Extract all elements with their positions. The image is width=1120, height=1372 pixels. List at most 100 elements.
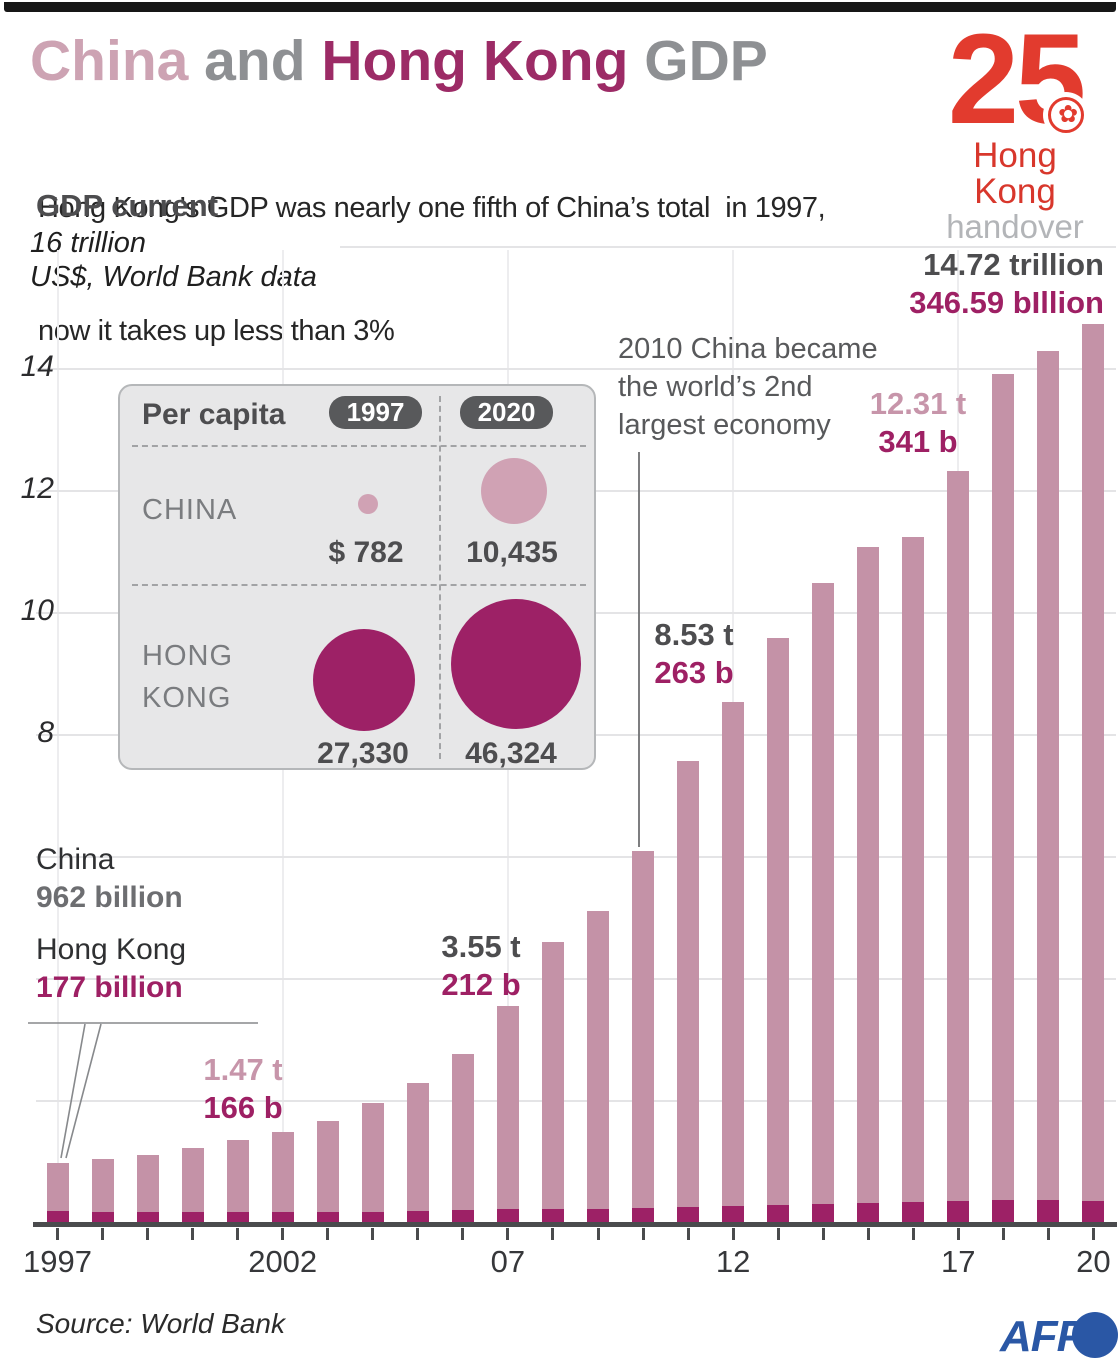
title-and: and [188, 29, 322, 93]
x-axis-tick-2006 [461, 1228, 465, 1240]
subtitle-line2: now it takes up less than 3% [38, 315, 395, 347]
divider-header [132, 445, 586, 447]
x-axis-tick-2019 [1046, 1228, 1050, 1240]
bar-hongkong-2000 [181, 1211, 204, 1222]
bar-china-2008 [541, 941, 564, 1222]
x-axis-tick-2014 [821, 1228, 825, 1240]
afp-logo: AFP [1000, 1312, 1086, 1361]
x-axis-label-2017: 17 [941, 1244, 976, 1279]
annotation-line3: largest economy [618, 409, 831, 441]
x-axis-line [33, 1222, 1117, 1227]
bar-china-2011 [677, 761, 700, 1222]
horizontal-gridline-6 [36, 856, 1116, 858]
bar-hongkong-2005 [406, 1211, 429, 1222]
callout-hk-label: Hong Kong [36, 933, 187, 966]
x-axis-label-2007: 07 [490, 1244, 526, 1279]
subtitle: Hong Kong’s GDP was nearly one fifth of … [38, 106, 826, 434]
value-china-1997: $ 782 [328, 536, 404, 569]
x-axis-tick-2012 [731, 1228, 735, 1240]
x-axis-label-2002: 2002 [248, 1244, 318, 1279]
callout-china-value: 962 billion [36, 881, 183, 914]
bar-hongkong-1998 [91, 1211, 114, 1222]
bar-hongkong-2010 [632, 1208, 654, 1222]
bar-hongkong-2009 [587, 1208, 609, 1222]
value-label-2020-hk: 346.59 bIllion [909, 285, 1104, 320]
value-hk-1997: 27,330 [317, 737, 409, 770]
value-label-2012: 8.53 t 263 b [654, 616, 733, 692]
bar-hongkong-2019 [1037, 1199, 1060, 1222]
bar-hongkong-2004 [361, 1211, 384, 1222]
source-credit: Source: World Bank [36, 1308, 285, 1339]
bar-hongkong-2013 [767, 1205, 790, 1222]
value-label-2002-hk: 166 b [203, 1090, 283, 1125]
subtitle-line1: Hong Kong’s GDP was nearly one fifth of … [38, 192, 826, 224]
x-axis-tick-2020 [1091, 1228, 1095, 1240]
horizontal-gridline-4 [36, 978, 1116, 980]
x-axis-tick-1997 [56, 1228, 59, 1240]
bar-hongkong-1997 [46, 1211, 69, 1222]
bar-hongkong-2001 [226, 1211, 249, 1222]
title-gdp: GDP [628, 29, 768, 93]
x-axis-tick-1999 [146, 1228, 150, 1240]
y-axis-unit-line1: 16 trillion [30, 227, 147, 259]
value-label-2017-china: 12.31 t [869, 386, 967, 421]
per-capita-year-badge-1997: 1997 [329, 396, 422, 429]
value-label-2012-hk: 263 b [654, 655, 734, 690]
bar-china-2000 [181, 1148, 204, 1222]
value-label-2007-china: 3.55 t [441, 929, 521, 964]
y-axis-label-8: 8 [37, 716, 54, 749]
value-label-2002-china: 1.47 t [203, 1052, 283, 1087]
value-label-2017: 12.31 t 341 b [870, 385, 967, 461]
y-axis-unit-line2: US$, World Bank data [30, 261, 317, 293]
bar-china-2013 [767, 638, 790, 1222]
y-axis-label-10: 10 [20, 594, 54, 627]
horizontal-gridline-2 [36, 1100, 1116, 1102]
x-axis-tick-2002 [281, 1228, 285, 1240]
x-axis-tick-2011 [686, 1228, 690, 1240]
x-axis-tick-2001 [236, 1228, 240, 1240]
bar-china-2003 [316, 1120, 339, 1222]
bar-china-2020 [1082, 323, 1105, 1222]
bubble-hk-1997 [313, 629, 415, 731]
bar-hongkong-2016 [902, 1202, 925, 1222]
x-axis-tick-2004 [371, 1228, 375, 1240]
bar-hongkong-2014 [812, 1204, 835, 1222]
bar-china-1998 [91, 1159, 114, 1222]
per-capita-year-badge-2020: 2020 [460, 396, 553, 429]
logo-number-25: 25 ✿ [930, 16, 1100, 144]
y-axis-label-12: 12 [20, 472, 54, 505]
bar-hongkong-2003 [316, 1212, 339, 1222]
bar-china-2004 [361, 1102, 384, 1222]
x-axis-tick-2018 [1001, 1228, 1005, 1240]
row-label-kong: KONG [142, 682, 232, 714]
bubble-hk-2020 [451, 599, 581, 729]
annotation-line1: 2010 China became [618, 333, 878, 365]
per-capita-panel: Per capita 1997 2020 CHINA HONG KONG $ 7… [118, 384, 596, 770]
bar-china-2015 [857, 547, 880, 1222]
bubble-china-1997 [358, 494, 378, 514]
bar-hongkong-2007 [496, 1209, 519, 1222]
row-label-hong: HONG [142, 640, 233, 672]
divider-columns [439, 396, 441, 759]
title-china: China [30, 29, 189, 93]
callout-china-label: China [36, 843, 115, 876]
x-axis-tick-2015 [866, 1228, 870, 1240]
bar-china-2009 [587, 910, 609, 1222]
x-axis-tick-2005 [416, 1228, 420, 1240]
page-title: China and Hong Kong GDP [30, 28, 768, 94]
bar-china-2002 [271, 1132, 294, 1222]
logo-handover-label: handover [946, 208, 1084, 245]
bar-china-2007 [496, 1005, 519, 1222]
bar-china-2012 [722, 701, 745, 1222]
x-axis-tick-2000 [191, 1228, 195, 1240]
annotation-line2: the world’s 2nd [618, 371, 813, 403]
bubble-china-2020 [481, 458, 547, 524]
annotation-2010: 2010 China became the world’s 2nd larges… [618, 330, 878, 444]
bar-china-2014 [812, 583, 835, 1222]
bar-china-1997 [46, 1163, 69, 1222]
bar-china-2006 [451, 1054, 474, 1222]
y-axis-unit-label: 16 trillion US$, World Bank data [30, 226, 317, 294]
top-border-bar [4, 2, 1116, 12]
